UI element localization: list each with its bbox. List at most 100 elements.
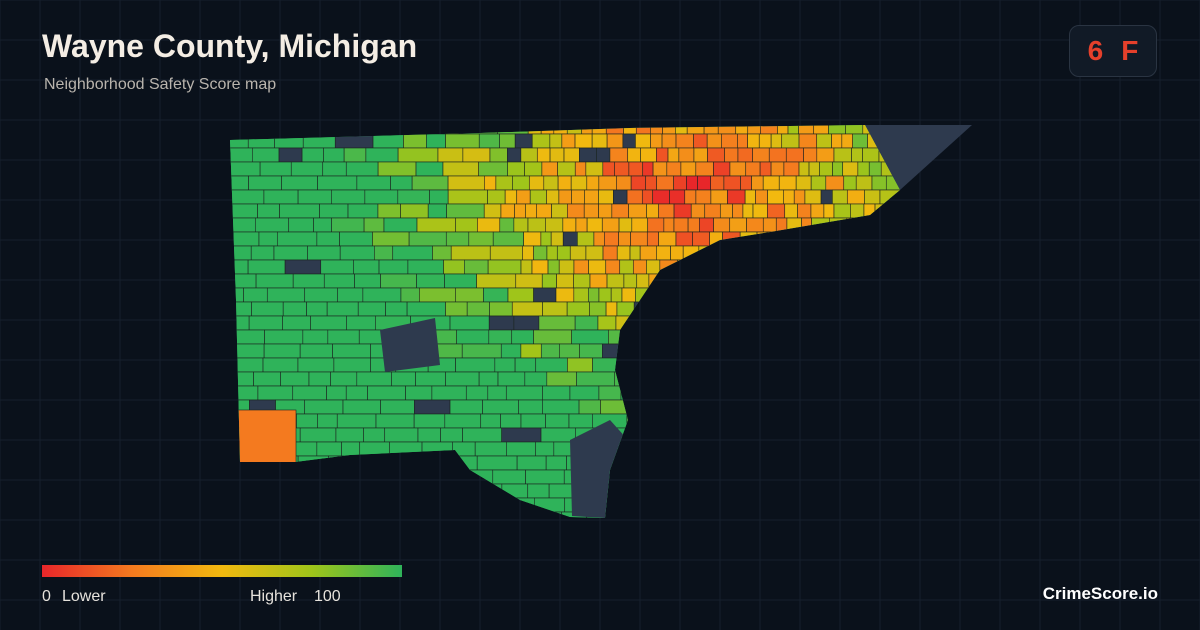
tract	[528, 175, 545, 191]
tract	[306, 301, 328, 317]
tract	[704, 203, 721, 219]
tract	[684, 189, 697, 205]
tract	[862, 147, 880, 163]
tract	[263, 189, 299, 205]
tract	[375, 511, 395, 518]
tract	[810, 175, 827, 191]
tract	[378, 259, 409, 275]
tract	[659, 259, 678, 275]
tract	[230, 371, 254, 387]
tract	[650, 133, 663, 149]
tract	[719, 203, 733, 219]
tract	[806, 245, 818, 261]
tract	[230, 483, 260, 499]
tract	[820, 189, 833, 205]
tract	[849, 371, 890, 387]
tract	[385, 301, 408, 317]
tract	[351, 511, 376, 518]
tract	[627, 147, 641, 163]
tract	[362, 287, 402, 303]
tract	[356, 175, 391, 191]
tract	[673, 217, 689, 233]
tract	[621, 287, 636, 303]
tract	[444, 413, 482, 429]
tract	[589, 301, 607, 317]
tract	[803, 511, 839, 518]
tract	[859, 441, 890, 457]
tract	[648, 497, 676, 513]
tract	[292, 273, 325, 289]
tract	[691, 413, 713, 429]
tract	[641, 385, 673, 401]
tract	[792, 301, 826, 317]
tract	[328, 455, 348, 471]
tract	[372, 133, 404, 149]
tract	[775, 273, 789, 289]
tract	[230, 315, 250, 331]
tract	[546, 371, 577, 387]
tract	[520, 147, 538, 163]
tract	[345, 385, 368, 401]
tract	[810, 203, 825, 219]
tract	[574, 133, 593, 149]
tract	[652, 161, 668, 177]
tract	[359, 441, 390, 457]
tract	[777, 125, 789, 135]
tract	[230, 217, 256, 233]
tract	[523, 231, 542, 247]
tract	[645, 175, 657, 191]
tract	[466, 301, 490, 317]
tract	[797, 287, 811, 303]
tract	[842, 161, 859, 177]
tract	[602, 245, 618, 261]
tract	[460, 469, 494, 485]
tract	[284, 259, 322, 275]
tract	[775, 217, 788, 233]
tract	[347, 455, 375, 471]
tract	[421, 469, 443, 485]
tract	[770, 399, 800, 415]
tract	[846, 189, 865, 205]
tract	[726, 469, 759, 485]
tract	[450, 245, 491, 261]
tract	[667, 511, 689, 518]
tract	[682, 245, 700, 261]
tract	[476, 273, 517, 289]
tract	[389, 441, 423, 457]
tract	[316, 231, 340, 247]
tract	[692, 329, 715, 345]
tract	[739, 259, 756, 275]
tract	[795, 175, 812, 191]
tract	[504, 189, 518, 205]
tract	[514, 357, 537, 373]
tract	[660, 399, 693, 415]
tract	[449, 315, 490, 331]
tract	[736, 329, 773, 345]
tract	[606, 273, 625, 289]
tract	[863, 203, 876, 219]
tract	[353, 259, 380, 275]
tract	[831, 133, 843, 149]
tract	[455, 287, 484, 303]
tract	[615, 315, 651, 331]
tract	[804, 385, 834, 401]
tract	[516, 455, 547, 471]
tract	[611, 469, 642, 485]
tract	[579, 147, 597, 163]
tract	[462, 427, 502, 443]
tract	[326, 301, 359, 317]
tract	[868, 469, 896, 485]
tract	[721, 133, 738, 149]
tract	[295, 511, 333, 518]
tract	[734, 287, 754, 303]
tract	[392, 245, 433, 261]
tract	[263, 343, 301, 359]
tract	[573, 287, 589, 303]
tract	[474, 483, 503, 499]
tract	[442, 161, 479, 177]
tract	[686, 175, 698, 191]
tract	[740, 175, 752, 191]
tract	[732, 483, 755, 499]
tract	[587, 287, 600, 303]
